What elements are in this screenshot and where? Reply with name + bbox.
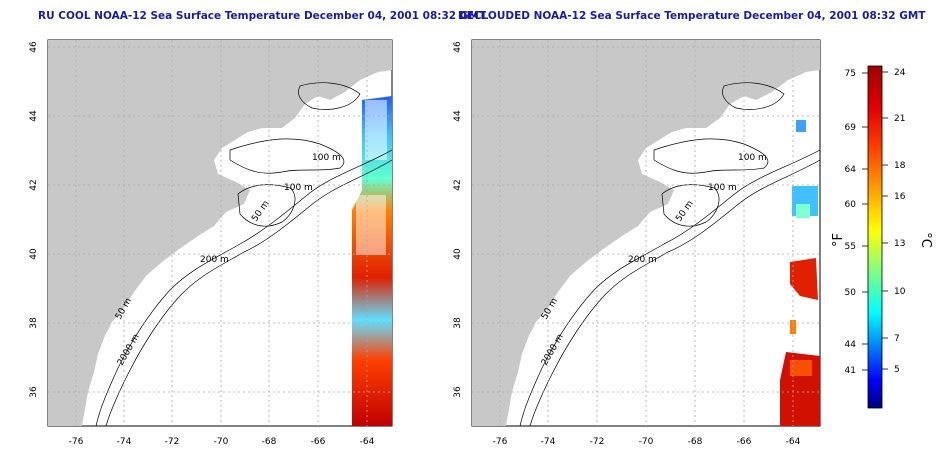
left-lat-tick: 42 xyxy=(29,179,39,190)
right-lon-tick: -64 xyxy=(786,437,801,447)
right-land-mass xyxy=(472,40,820,426)
left-lon-tick: -64 xyxy=(360,437,375,447)
right-lat-tick: 42 xyxy=(453,179,463,190)
right-contours xyxy=(519,82,820,426)
colorbar-c-tick: 5 xyxy=(894,365,900,375)
colorbar-f-tick: 69 xyxy=(845,123,857,133)
colorbar-f-tick: 75 xyxy=(845,69,856,79)
right-map: 100 m 100 m 50 m 200 m 50 m 2000 m -76 -… xyxy=(453,39,821,447)
left-contours xyxy=(95,82,392,426)
left-lat-tick: 40 xyxy=(29,248,39,260)
colorbar-c-tick: 16 xyxy=(894,192,906,202)
left-lat-tick: 44 xyxy=(29,110,39,122)
left-land-mass xyxy=(48,40,392,426)
right-lat-tick: 38 xyxy=(453,317,463,329)
colorbar-c-tick: 10 xyxy=(894,287,906,297)
left-lon-tick: -70 xyxy=(214,437,229,447)
colorbar-f-tick: 50 xyxy=(845,288,857,298)
right-lon-tick: -76 xyxy=(493,437,508,447)
left-lat-tick: 46 xyxy=(29,41,39,53)
colorbar-gradient xyxy=(867,65,883,409)
left-gridlines xyxy=(48,40,392,426)
left-lon-tick: -68 xyxy=(262,437,277,447)
colorbar-f-tick: 44 xyxy=(845,340,857,350)
right-contour-label-100m-north: 100 m xyxy=(738,153,767,163)
left-sst-swath xyxy=(352,96,392,426)
left-lat-tick: 36 xyxy=(29,386,39,398)
colorbar-f-tick: 60 xyxy=(845,200,857,210)
left-map-title: RU COOL NOAA-12 Sea Surface Temperature … xyxy=(38,10,486,22)
right-map-title: DECLOUDED NOAA-12 Sea Surface Temperatur… xyxy=(458,10,926,22)
right-sst-swath xyxy=(780,120,820,426)
left-lon-tick: -66 xyxy=(311,437,326,447)
colorbar-c-tick: 21 xyxy=(894,114,905,124)
right-lon-tick: -74 xyxy=(541,437,556,447)
colorbar-celsius-label: °C xyxy=(918,232,933,248)
right-contour-label-100m-bank: 100 m xyxy=(708,183,737,193)
left-lat-tick: 38 xyxy=(29,317,39,329)
right-lon-tick: -66 xyxy=(737,437,752,447)
right-lon-tick: -68 xyxy=(688,437,703,447)
colorbar-f-tick: 55 xyxy=(845,242,856,252)
right-lon-tick: -70 xyxy=(639,437,654,447)
colorbar-f-tick: 64 xyxy=(845,165,857,175)
right-contour-label-200m: 200 m xyxy=(628,255,657,265)
colorbar-c-tick: 18 xyxy=(894,161,906,171)
left-lon-tick: -72 xyxy=(165,437,180,447)
colorbar-f-tick: 41 xyxy=(845,366,856,376)
colorbar-c-tick: 7 xyxy=(894,334,900,344)
left-contour-label-100m-bank: 100 m xyxy=(284,183,313,193)
right-lat-tick: 36 xyxy=(453,386,463,398)
left-contour-label-200m: 200 m xyxy=(200,255,229,265)
colorbar-fahrenheit-label: °F xyxy=(831,233,846,247)
temperature-colorbar: 75 69 64 60 55 50 44 41 24 21 18 16 13 1… xyxy=(831,65,933,409)
colorbar-c-tick: 24 xyxy=(894,68,906,78)
right-lat-tick: 40 xyxy=(453,248,463,260)
left-lon-tick: -76 xyxy=(69,437,84,447)
right-gridlines xyxy=(472,40,820,426)
left-lon-tick: -74 xyxy=(117,437,132,447)
colorbar-c-tick: 13 xyxy=(894,239,905,249)
left-contour-label-100m-north: 100 m xyxy=(312,153,341,163)
left-map: 100 m 100 m 50 m 200 m 50 m 2000 m -76 -… xyxy=(29,39,393,447)
right-lon-tick: -72 xyxy=(590,437,605,447)
right-lat-tick: 46 xyxy=(453,41,463,53)
right-lat-tick: 44 xyxy=(453,110,463,122)
